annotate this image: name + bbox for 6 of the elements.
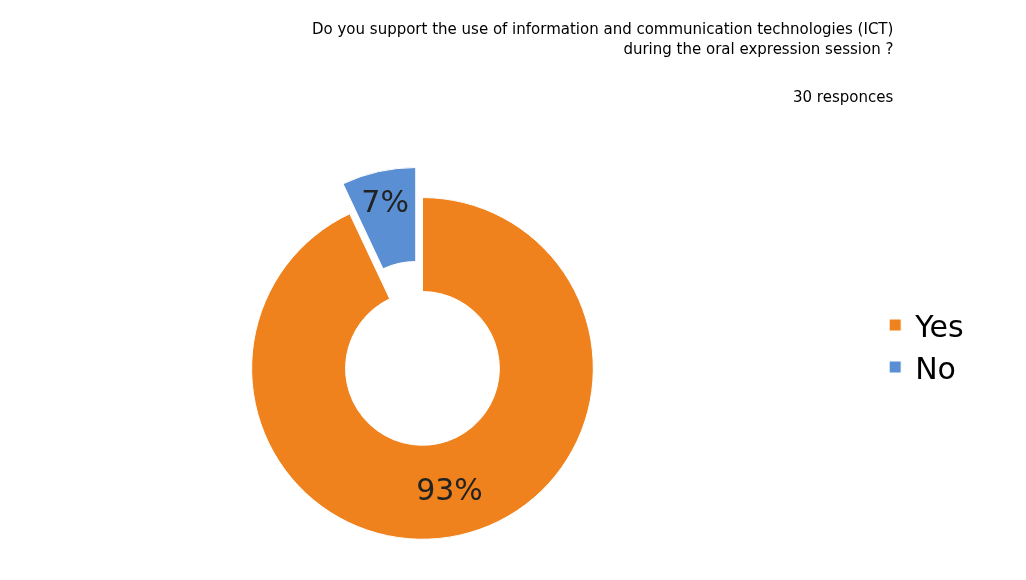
legend-label: Yes: [914, 308, 964, 344]
data-label: 93%: [416, 471, 483, 507]
chart-title: Do you support the use of information and communication technologies (ICT) during the oral expression session ?: [312, 20, 894, 58]
data-label: 7%: [361, 184, 409, 220]
chart-subtitle: 30 responces: [793, 88, 894, 106]
legend-label: No: [915, 350, 956, 386]
